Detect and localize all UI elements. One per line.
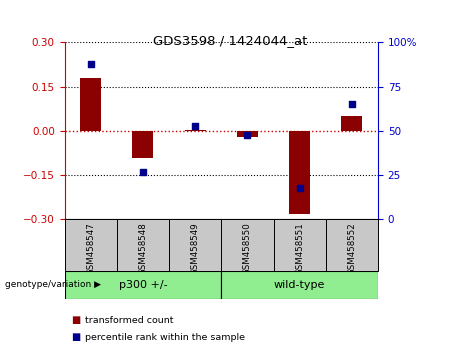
Text: GSM458548: GSM458548 (138, 222, 148, 275)
Text: GSM458547: GSM458547 (86, 222, 95, 275)
Bar (342, 116, 362, 131)
FancyBboxPatch shape (273, 219, 326, 271)
Text: GSM458552: GSM458552 (348, 222, 356, 275)
FancyBboxPatch shape (326, 219, 378, 271)
Point (296, 185, 303, 190)
Text: percentile rank within the sample: percentile rank within the sample (85, 332, 245, 342)
FancyBboxPatch shape (65, 271, 221, 299)
FancyBboxPatch shape (117, 219, 169, 271)
Bar (80, 78, 101, 131)
Text: GSM458551: GSM458551 (295, 222, 304, 275)
FancyBboxPatch shape (65, 219, 117, 271)
Bar (132, 131, 154, 158)
Bar (289, 131, 310, 213)
Text: GSM458549: GSM458549 (191, 222, 200, 275)
Text: ■: ■ (71, 315, 81, 325)
Text: transformed count: transformed count (85, 316, 174, 325)
Point (191, 123, 199, 129)
Bar (185, 130, 206, 131)
Text: wild-type: wild-type (274, 280, 325, 290)
Text: GDS3598 / 1424044_at: GDS3598 / 1424044_at (154, 34, 307, 47)
Point (87, 61, 95, 67)
FancyBboxPatch shape (221, 271, 378, 299)
FancyBboxPatch shape (221, 219, 273, 271)
FancyBboxPatch shape (169, 219, 221, 271)
Text: genotype/variation ▶: genotype/variation ▶ (5, 280, 100, 290)
Bar (237, 131, 258, 137)
Text: p300 +/-: p300 +/- (118, 280, 167, 290)
Point (139, 169, 147, 175)
Point (348, 102, 355, 107)
Text: ■: ■ (71, 332, 81, 342)
Point (244, 132, 251, 137)
Text: GSM458550: GSM458550 (243, 222, 252, 275)
